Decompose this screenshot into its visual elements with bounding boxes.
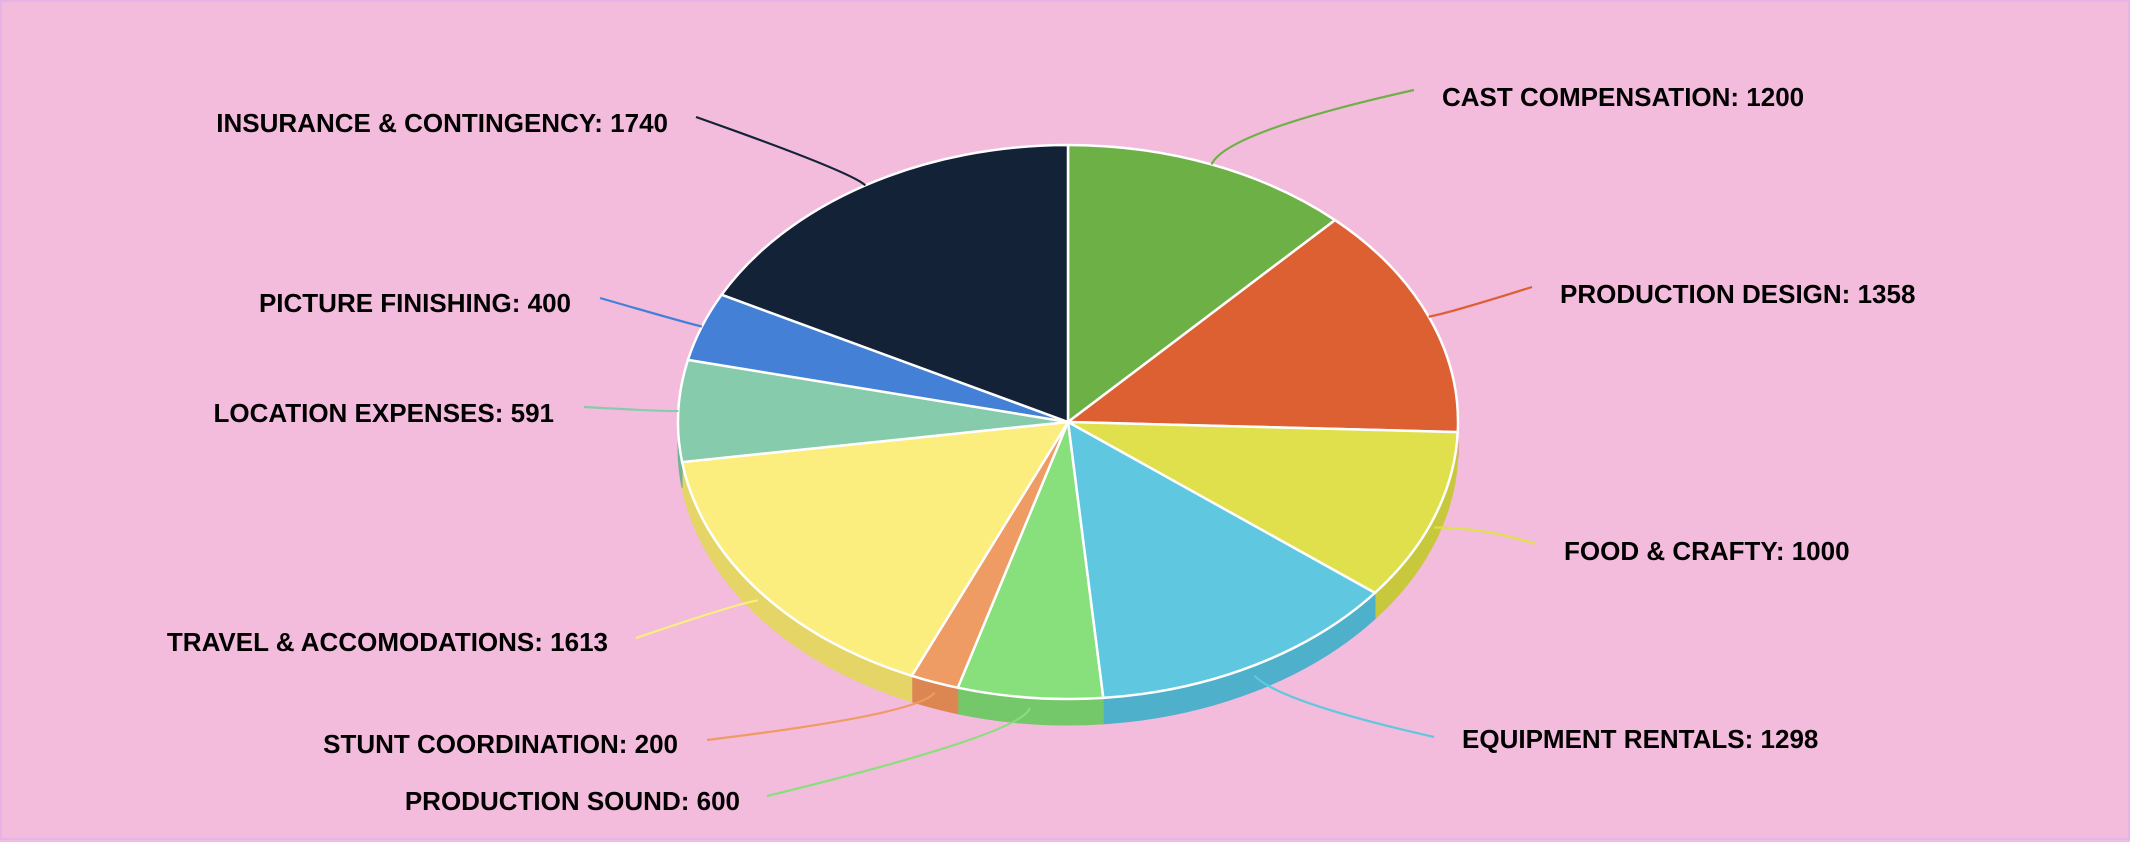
- leader-line-7: [636, 600, 758, 638]
- leader-line-3: [1434, 528, 1536, 544]
- leader-line-2: [1429, 287, 1532, 317]
- slice-label-9: PICTURE FINISHING: 400: [259, 288, 571, 318]
- slice-label-4: EQUIPMENT RENTALS: 1298: [1462, 724, 1818, 754]
- slice-label-2: PRODUCTION DESIGN: 1358: [1560, 279, 1915, 309]
- pie-slices: [678, 145, 1458, 699]
- slice-label-10: INSURANCE & CONTINGENCY: 1740: [216, 108, 668, 138]
- slice-label-5: PRODUCTION SOUND: 600: [405, 786, 740, 816]
- slice-label-3: FOOD & CRAFTY: 1000: [1564, 536, 1850, 566]
- leader-line-6: [707, 693, 935, 740]
- leader-line-1: [1212, 90, 1414, 164]
- slice-label-7: TRAVEL & ACCOMODATIONS: 1613: [167, 627, 608, 657]
- leader-line-9: [600, 298, 702, 327]
- slice-label-1: CAST COMPENSATION: 1200: [1442, 82, 1804, 112]
- slice-label-6: STUNT COORDINATION: 200: [323, 729, 678, 759]
- leader-line-10: [696, 117, 865, 185]
- slice-label-8: LOCATION EXPENSES: 591: [214, 398, 555, 428]
- leader-line-4: [1254, 676, 1434, 737]
- leader-line-5: [767, 708, 1030, 796]
- leader-line-8: [584, 407, 678, 411]
